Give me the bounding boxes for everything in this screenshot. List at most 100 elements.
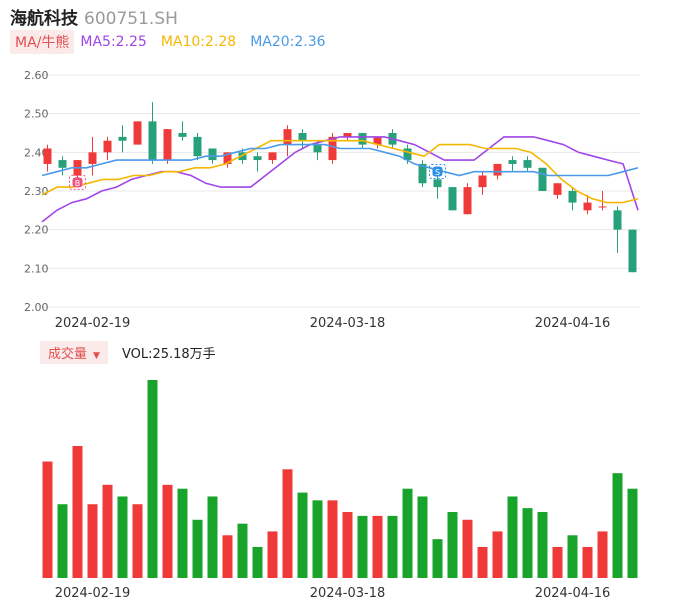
ma20-label: MA20:2.36 bbox=[250, 34, 326, 50]
date-tick-label: 2024-03-18 bbox=[310, 316, 386, 331]
volume-bar bbox=[477, 546, 488, 578]
volume-bar bbox=[597, 531, 608, 578]
volume-bar bbox=[567, 535, 578, 578]
candle-body bbox=[598, 206, 607, 208]
volume-bar bbox=[192, 519, 203, 578]
candle-body bbox=[568, 191, 577, 203]
volume-bar bbox=[132, 504, 143, 578]
candle-body bbox=[538, 167, 547, 191]
candle-body bbox=[58, 160, 67, 168]
volume-bar bbox=[462, 519, 473, 578]
candle-body bbox=[328, 136, 337, 161]
volume-date-tick-label: 2024-02-19 bbox=[55, 586, 131, 601]
candle-body bbox=[523, 160, 532, 168]
candle-body bbox=[553, 183, 562, 195]
candle-body bbox=[148, 121, 157, 161]
candle-body bbox=[373, 136, 382, 145]
volume-bar bbox=[417, 496, 428, 578]
candle-body bbox=[133, 121, 142, 145]
buy-marker-frame bbox=[69, 174, 86, 190]
price-tick-label: 2.40 bbox=[24, 146, 49, 159]
volume-bar bbox=[582, 546, 593, 578]
volume-bar bbox=[42, 461, 53, 578]
ma20-line bbox=[41, 143, 639, 177]
chevron-down-icon: ▼ bbox=[93, 350, 100, 361]
candle-body bbox=[463, 187, 472, 215]
volume-value-label: VOL:25.18万手 bbox=[121, 346, 216, 362]
volume-bar bbox=[102, 484, 113, 578]
candle-body bbox=[493, 163, 502, 176]
candle-body bbox=[103, 140, 112, 153]
volume-date-tick-label: 2024-04-16 bbox=[535, 586, 611, 601]
volume-indicator-select[interactable]: 成交量 ▼ bbox=[40, 340, 108, 364]
volume-bar bbox=[537, 512, 548, 578]
ma-toggle-button[interactable]: MA/牛熊 bbox=[10, 30, 75, 54]
candle-body bbox=[613, 210, 622, 230]
volume-bar bbox=[72, 446, 83, 578]
volume-bar bbox=[327, 500, 338, 578]
date-tick-label: 2024-04-16 bbox=[535, 316, 611, 331]
marker-text: B bbox=[75, 179, 81, 188]
marker-text: S bbox=[435, 168, 440, 177]
price-tick-label: 2.50 bbox=[24, 108, 49, 121]
candle-body bbox=[508, 160, 517, 164]
volume-bar bbox=[357, 515, 368, 578]
volume-bar bbox=[162, 484, 173, 578]
volume-bar bbox=[177, 488, 188, 578]
volume-bar bbox=[297, 492, 308, 578]
candle-body bbox=[88, 152, 97, 164]
stock-name: 海航科技 bbox=[10, 9, 78, 29]
stock-header: 海航科技 600751.SH bbox=[10, 4, 178, 29]
candle-body bbox=[343, 133, 352, 137]
stock-code: 600751.SH bbox=[84, 9, 178, 29]
candle-body bbox=[253, 156, 262, 161]
volume-bar bbox=[627, 488, 638, 578]
volume-bar bbox=[522, 508, 533, 578]
date-tick-label: 2024-02-19 bbox=[55, 316, 131, 331]
ma-legend: MA/牛熊 MA5:2.25 MA10:2.28 MA20:2.36 bbox=[10, 30, 340, 54]
ma5-label: MA5:2.25 bbox=[80, 34, 147, 50]
volume-bar bbox=[342, 512, 353, 578]
volume-bar bbox=[222, 535, 233, 578]
price-tick-label: 2.60 bbox=[24, 69, 49, 82]
candle-body bbox=[358, 133, 367, 145]
volume-bar bbox=[57, 504, 68, 578]
volume-bar bbox=[147, 380, 158, 578]
volume-bar bbox=[282, 469, 293, 578]
volume-date-tick-label: 2024-03-18 bbox=[310, 586, 386, 601]
volume-legend: 成交量 ▼ VOL:25.18万手 bbox=[40, 340, 216, 364]
ma10-line bbox=[41, 139, 639, 204]
candle-body bbox=[418, 163, 427, 184]
candle-body bbox=[448, 187, 457, 211]
sell-marker-frame bbox=[429, 164, 446, 180]
volume-bar bbox=[87, 504, 98, 578]
volume-bar bbox=[252, 546, 263, 578]
candle-body bbox=[583, 202, 592, 211]
candle-body bbox=[178, 133, 187, 137]
sell-marker-icon bbox=[432, 166, 443, 177]
volume-bar bbox=[612, 473, 623, 578]
price-tick-label: 2.20 bbox=[24, 224, 49, 237]
ma10-label: MA10:2.28 bbox=[160, 34, 237, 50]
volume-bar bbox=[432, 539, 443, 578]
candle-body bbox=[43, 148, 52, 164]
volume-bar bbox=[447, 512, 458, 578]
volume-bar bbox=[387, 515, 398, 578]
volume-button-label: 成交量 bbox=[48, 346, 88, 362]
candle-body bbox=[163, 129, 172, 161]
candle-body bbox=[433, 179, 442, 188]
volume-bar bbox=[492, 531, 503, 578]
candle-body bbox=[118, 136, 127, 141]
candle-body bbox=[238, 152, 247, 161]
price-tick-label: 2.00 bbox=[24, 301, 49, 314]
volume-bar bbox=[552, 546, 563, 578]
candle-body bbox=[313, 144, 322, 153]
volume-bar bbox=[507, 496, 518, 578]
volume-bar bbox=[117, 496, 128, 578]
volume-bar bbox=[402, 488, 413, 578]
volume-bar bbox=[207, 496, 218, 578]
candle-body bbox=[193, 136, 202, 157]
candle-body bbox=[208, 148, 217, 161]
candle-body bbox=[283, 129, 292, 145]
